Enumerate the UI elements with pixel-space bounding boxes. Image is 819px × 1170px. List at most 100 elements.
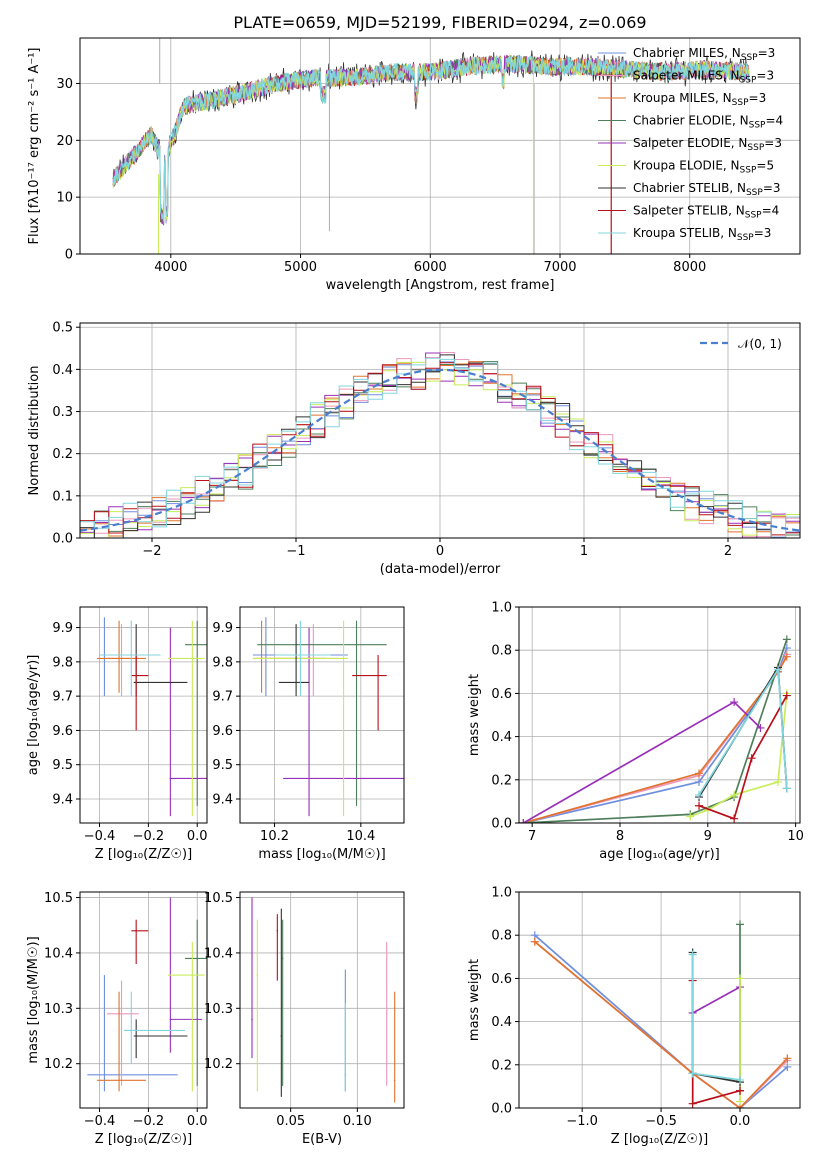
data-point <box>118 657 120 660</box>
y-tick-label: 9.7 <box>52 690 73 705</box>
weight-marker <box>688 1099 697 1108</box>
y-axis-label: mass [log₁₀(M/M☉)] <box>26 936 41 1063</box>
legend-entry: Chabrier STELIB, NSSP=3 <box>633 181 781 198</box>
x-tick-label: 0.05 <box>276 1114 305 1129</box>
weight-marker <box>519 819 528 823</box>
axes-frame <box>239 606 405 824</box>
weight-marker <box>774 665 783 674</box>
y-axis-label: mass weight <box>467 674 482 756</box>
y-tick-label: 0 <box>65 248 73 263</box>
x-tick-label: 1 <box>580 544 588 559</box>
panel-age-vs-mass: 10.2 10.4 9.4 9.5 9.6 9.7 9.8 9.9 mass [log₁₀(M/… <box>212 606 405 862</box>
weight-marker <box>782 691 791 700</box>
y-tick-label: 0.6 <box>491 687 512 702</box>
y-tick-label: 10 <box>56 191 73 206</box>
plot-area-spectrum <box>112 38 750 254</box>
x-tick-label: −0.2 <box>133 1114 165 1129</box>
data-point <box>280 1035 283 1037</box>
data-point <box>265 654 267 656</box>
legend-nssp: =3 <box>756 69 774 83</box>
x-tick-label: 0.0 <box>187 1114 208 1129</box>
y-tick-label: 10.4 <box>44 946 73 961</box>
weight-series-3 <box>523 656 788 823</box>
x-tick-label: 10 <box>787 829 804 844</box>
weight-marker <box>736 1086 745 1095</box>
x-tick-label: 0.0 <box>187 829 208 844</box>
weight-marker <box>736 920 745 929</box>
y-tick-label: 0.2 <box>491 1058 512 1073</box>
legend-subscript: SSP <box>746 188 763 198</box>
data-point <box>276 929 279 932</box>
legend-label: Kroupa STELIB, N <box>633 226 737 240</box>
y-tick-label: 9.9 <box>212 621 233 636</box>
y-tick-label: 9.7 <box>212 690 233 705</box>
legend-subscript: SSP <box>737 233 754 243</box>
legend-nssp: =3 <box>758 46 776 60</box>
data-point <box>256 974 259 976</box>
legend-nssp: =4 <box>762 204 780 218</box>
weight-marker <box>782 784 791 793</box>
legend-entry: Salpeter ELODIE, NSSP=3 <box>633 136 782 153</box>
y-tick-label: 0.4 <box>491 730 512 745</box>
y-tick-label: 9.9 <box>52 621 73 636</box>
weight-marker <box>783 1054 792 1063</box>
legend-entry: Kroupa MILES, NSSP=3 <box>633 91 766 108</box>
legend-nssp: =4 <box>765 114 783 128</box>
legend-nssp: =3 <box>754 226 772 240</box>
data-point <box>191 974 194 976</box>
weight-series-2 <box>523 654 788 823</box>
x-tick-label: 10.4 <box>346 829 375 844</box>
data-point <box>196 957 199 960</box>
x-tick-label: −0.5 <box>645 1114 677 1129</box>
weight-marker <box>688 1069 697 1078</box>
legend-nssp: =5 <box>756 159 774 173</box>
y-tick-label: 0.4 <box>52 363 73 378</box>
y-tick-label: 10.3 <box>44 1002 73 1017</box>
axes-frame <box>79 37 801 255</box>
legend-label: Chabrier ELODIE, N <box>633 114 749 128</box>
y-tick-label: 10.2 <box>44 1057 73 1072</box>
y-tick-label: 0.0 <box>491 817 512 832</box>
legend-nssp: =3 <box>763 181 781 195</box>
panel-mass-vs-EBV: 0.05 0.10 10.2 10.3 10.4 10.5 E(B-V) <box>204 891 405 1147</box>
axes-frame <box>239 891 405 1109</box>
panel-mass-vs-Z: −0.4 −0.2 0.0 10.2 10.3 10.4 10.5 Z [log₁₀(Z/Z☉… <box>26 891 208 1147</box>
weight-series-9 <box>691 954 741 1081</box>
y-tick-label: 0.8 <box>491 644 512 659</box>
plot-area-age-vs-mass <box>252 617 404 817</box>
x-tick-label: −0.4 <box>84 1114 116 1129</box>
y-tick-label: 9.5 <box>52 758 73 773</box>
weight-series-8 <box>698 695 788 820</box>
x-tick-label: 9 <box>704 829 712 844</box>
plot-area-mass-weight-vs-age <box>519 635 791 823</box>
weight-marker <box>530 937 539 946</box>
legend-nssp: =3 <box>764 136 782 150</box>
y-tick-label: 10.5 <box>44 891 73 906</box>
legend-entry: Chabrier MILES, NSSP=3 <box>633 46 775 63</box>
plot-area-mass-vs-EBV <box>251 897 396 1103</box>
y-axis-label: age [log₁₀(age/yr)] <box>26 655 41 776</box>
weight-series-7 <box>691 952 741 1083</box>
panel-mass-weight-vs-Z: −1.0 −0.5 0.0 0.0 0.2 0.4 0.6 0.8 1.0 Z [log₁₀(Z/… <box>467 886 801 1147</box>
legend-subscript: SSP <box>741 53 758 63</box>
weight-marker <box>756 723 765 732</box>
weight-marker <box>747 754 756 763</box>
x-axis-label: age [log₁₀(age/yr)] <box>599 847 720 862</box>
legend-label: Salpeter STELIB, N <box>633 204 745 218</box>
weight-marker <box>730 698 739 707</box>
weight-marker <box>688 950 697 959</box>
y-tick-label: 1.0 <box>491 886 512 901</box>
weight-marker <box>695 801 704 810</box>
legend-subscript: SSP <box>749 121 766 131</box>
x-tick-label: −0.2 <box>133 829 165 844</box>
legend-entry: Salpeter MILES, NSSP=3 <box>633 69 774 86</box>
y-axis-label: Flux [fλ10⁻¹⁷ erg cm⁻² s⁻¹ A⁻¹] <box>27 48 42 245</box>
data-point <box>355 643 358 646</box>
x-axis-label: (data-model)/error <box>380 562 501 577</box>
legend-entry: Salpeter STELIB, NSSP=4 <box>633 204 779 221</box>
weight-series-4 <box>523 639 788 823</box>
x-tick-label: −2 <box>142 544 161 559</box>
data-point <box>196 643 199 646</box>
y-tick-label: 1.0 <box>491 601 512 616</box>
x-tick-label: 8 <box>616 829 624 844</box>
